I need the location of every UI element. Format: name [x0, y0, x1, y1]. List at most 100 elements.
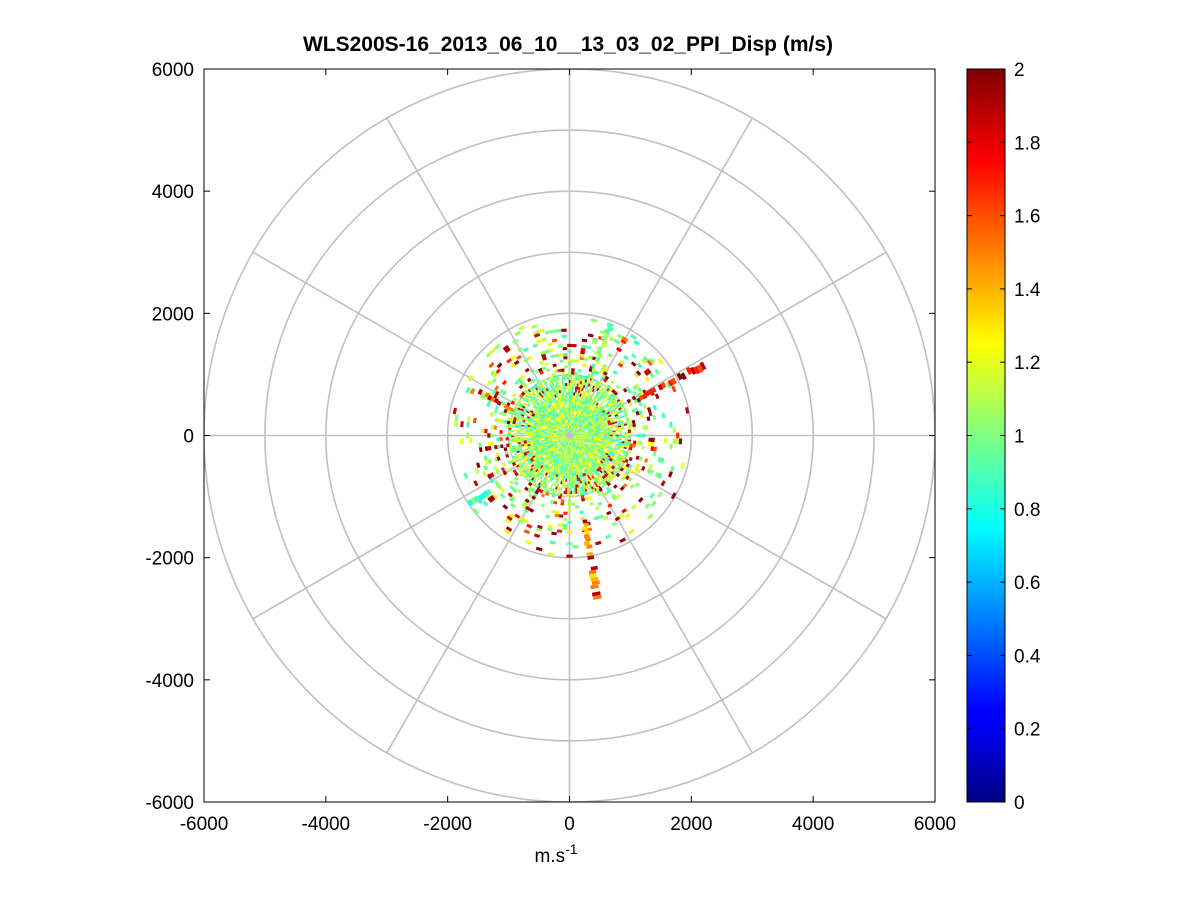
data-cell-177	[580, 440, 584, 444]
data-cell-2621	[492, 372, 498, 378]
data-cell-623	[582, 407, 586, 412]
data-cell-2613	[523, 518, 529, 524]
data-cell-603	[554, 411, 557, 415]
data-cell-2449	[615, 493, 621, 499]
data-cell-491	[554, 414, 558, 418]
data-cell-917	[595, 456, 599, 461]
data-cell-173	[582, 436, 586, 439]
data-cell-1403	[529, 456, 533, 460]
data-cell-2724	[494, 343, 501, 350]
data-cell-461	[552, 451, 556, 455]
data-cell-2340	[628, 464, 633, 469]
data-cell-1905	[570, 376, 573, 380]
data-cell-2576	[478, 442, 482, 448]
data-cell-985	[539, 412, 543, 416]
data-cell-817	[548, 459, 552, 464]
data-cell-1587	[563, 386, 566, 390]
data-cell-197	[559, 445, 562, 449]
data-cell-2736	[670, 492, 677, 500]
data-cell-2653	[649, 372, 655, 379]
data-cell-2796	[591, 367, 597, 372]
data-cell-2187	[516, 464, 520, 468]
data-cell-2572	[489, 477, 495, 484]
data-cell-338	[584, 446, 588, 450]
data-cell-942	[559, 468, 562, 472]
data-cell-1871	[514, 424, 519, 427]
data-cell-555	[572, 460, 575, 464]
data-cell-1936	[618, 409, 623, 412]
data-cell-952	[542, 459, 546, 463]
data-cell-1772	[609, 400, 614, 404]
data-cell-807	[562, 466, 565, 470]
data-cell-588	[541, 430, 545, 433]
data-cell-139	[556, 433, 560, 435]
data-cell-2455	[551, 509, 556, 514]
data-cell-1826	[578, 487, 581, 491]
data-cell-230	[575, 418, 579, 422]
data-cell-2225	[527, 388, 532, 393]
data-cell-1839	[544, 482, 547, 486]
data-cell-987	[541, 409, 545, 413]
data-cell-786	[591, 456, 595, 460]
colorbar: 00.20.40.60.811.21.41.61.82	[966, 60, 1041, 814]
data-cell-2242	[563, 374, 566, 378]
data-cell-609	[564, 407, 567, 411]
data-cell-400	[571, 410, 574, 414]
data-cell-1313	[568, 389, 571, 393]
data-cell-642	[597, 431, 601, 434]
data-cell-374	[547, 435, 551, 437]
data-cell-635	[594, 421, 598, 424]
data-cell-11	[573, 435, 577, 436]
data-cell-989	[543, 407, 547, 411]
data-cell-1160	[582, 394, 585, 398]
data-cell-2695	[482, 500, 489, 507]
data-cell-1433	[542, 397, 546, 401]
data-cell-1199	[607, 446, 611, 450]
data-cell-2557	[567, 343, 572, 347]
data-cell-1127	[534, 415, 538, 418]
data-cell-2673	[473, 480, 479, 487]
data-cell-1389	[547, 473, 551, 478]
data-cell-109	[579, 436, 583, 439]
data-cell-2343	[620, 476, 626, 482]
data-cell-1130	[536, 411, 540, 415]
data-cell-117	[574, 443, 578, 447]
data-cell-1976	[592, 485, 596, 489]
data-cell-325	[587, 428, 591, 431]
data-cell-2595	[623, 355, 629, 361]
data-cell-25	[566, 438, 569, 442]
data-cell-660	[588, 455, 592, 459]
data-cell-793	[582, 463, 586, 467]
data-cell-308	[571, 413, 574, 417]
data-cell-1236	[562, 475, 565, 479]
data-cell-2360	[499, 430, 503, 434]
data-cell-384	[551, 421, 555, 425]
data-cell-2008	[531, 477, 535, 481]
data-cell-2039	[513, 416, 517, 420]
data-cell-1878	[518, 411, 523, 415]
data-cell-340	[582, 448, 586, 452]
data-cell-2626	[532, 343, 538, 348]
data-cell-1379	[568, 478, 571, 482]
data-cell-2507	[651, 442, 655, 447]
data-cell-650	[596, 443, 600, 446]
data-cell-630	[590, 414, 594, 418]
data-cell-2633	[624, 513, 631, 519]
data-cell-745	[581, 404, 585, 408]
data-cell-2368	[526, 377, 532, 383]
data-cell-113	[577, 440, 581, 444]
data-cell-1479	[615, 429, 619, 432]
data-cell-558	[568, 460, 571, 464]
data-cell-2530	[653, 446, 658, 452]
data-cell-1558	[520, 427, 524, 430]
data-cell-845	[538, 420, 542, 423]
data-cell-955	[539, 455, 543, 459]
data-cell-32	[562, 435, 566, 437]
data-cell-1436	[546, 394, 550, 398]
data-cell-493	[557, 413, 560, 417]
data-cell-2385	[589, 501, 594, 506]
data-cell-1377	[571, 478, 574, 482]
data-cell-1865	[514, 437, 518, 440]
data-cell-1528	[544, 475, 548, 479]
data-cell-1393	[539, 468, 543, 472]
